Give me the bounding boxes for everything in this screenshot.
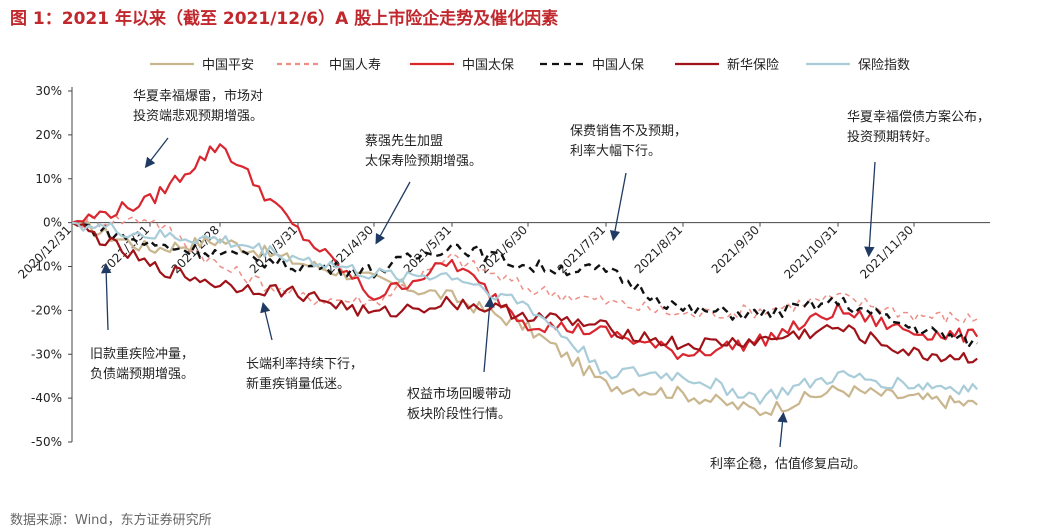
y-tick-label: 0%: [43, 216, 62, 230]
x-tick-label: 2021/4/30: [323, 223, 376, 276]
series-line-pingan: [71, 219, 978, 417]
annotation-text: 旧款重疾险冲量，负债端预期增强。: [90, 346, 194, 382]
legend-label-xinhua: 新华保险: [727, 57, 779, 73]
legend-label-pingan: 中国平安: [202, 58, 254, 73]
annotation-text: 利率企稳，估值修复启动。: [710, 456, 866, 472]
x-tick-label: 2021/7/31: [555, 223, 608, 276]
annotation-text: 保费销售不及预期，利率大幅下行。: [570, 123, 687, 159]
x-tick-label: 2021/9/30: [709, 223, 762, 276]
series-line-xinhua: [71, 221, 978, 364]
series-line-renbao: [71, 221, 978, 349]
series-line-renshou: [71, 215, 978, 324]
chart-title: 图 1：2021 年以来（截至 2021/12/6）A 股上市险企走势及催化因素: [10, 9, 559, 29]
annotation-text: 华夏幸福爆雷，市场对投资端悲观预期增强。: [133, 88, 263, 124]
x-tick-label: 2021/11/30: [857, 223, 916, 282]
y-tick-label: -10%: [31, 260, 62, 274]
y-tick-label: -50%: [31, 435, 62, 449]
y-tick-label: 10%: [35, 172, 62, 186]
series-layer: [71, 143, 979, 417]
y-tick-label: -40%: [31, 391, 62, 405]
legend-label-renshou: 中国人寿: [329, 58, 381, 73]
annotation-arrow: [260, 301, 273, 341]
annotations-layer: 华夏幸福爆雷，市场对投资端悲观预期增强。旧款重疾险冲量，负债端预期增强。 长端利率…: [90, 88, 990, 472]
x-tick-label: 2021/6/30: [477, 223, 530, 276]
data-source: 数据来源：Wind，东方证券研究所: [10, 513, 212, 528]
annotation-text: 权益市场回暖带动板块阶段性行情。: [407, 386, 511, 422]
annotation-arrow: [144, 137, 169, 169]
annotation-text: 华夏幸福偿债方案公布，投资预期转好。: [847, 109, 990, 145]
annotation-arrow: [375, 181, 411, 245]
y-tick-label: -20%: [31, 303, 62, 317]
annotation-arrow: [483, 296, 495, 373]
annotation-arrow: [777, 411, 788, 448]
x-tick-label: 2021/10/31: [781, 223, 840, 282]
y-tick-label: -30%: [31, 347, 62, 361]
annotation-arrow: [100, 262, 112, 331]
series-line-index: [71, 221, 979, 405]
x-tick-label: 2021/5/31: [401, 223, 454, 276]
legend: 中国平安 中国人寿 中国太保 中国人保 新华保险 保险指数: [150, 57, 910, 73]
legend-label-renbao: 中国人保: [592, 58, 644, 73]
legend-label-index: 保险指数: [858, 58, 910, 73]
annotation-text: 蔡强先生加盟太保寿险预期增强。: [365, 134, 482, 169]
legend-label-taibao: 中国太保: [462, 58, 514, 73]
annotation-arrow: [609, 172, 627, 242]
annotation-arrow: [864, 161, 876, 258]
y-tick-label: 20%: [35, 128, 62, 142]
x-tick-label: 2021/8/31: [632, 223, 685, 276]
annotation-text: 长端利率持续下行，新重疾销量低迷。: [246, 356, 363, 392]
y-tick-label: 30%: [35, 84, 62, 98]
